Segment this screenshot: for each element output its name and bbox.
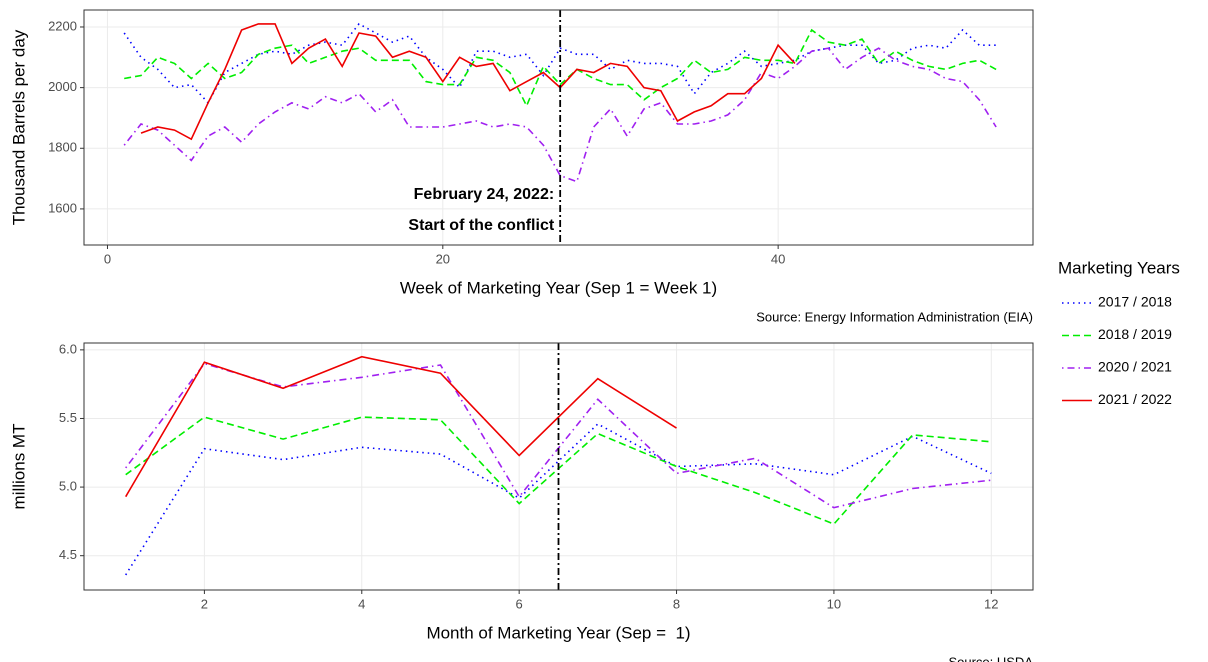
- y-tick-label: 1800: [48, 140, 77, 155]
- x-axis-label: Month of Marketing Year (Sep = 1): [426, 623, 690, 642]
- series-line: 2021 / 2022: [125, 355, 677, 498]
- panel: [84, 10, 1033, 245]
- x-tick-label: 0: [104, 251, 111, 266]
- series-line: 2017 / 2018: [125, 423, 992, 576]
- x-axis-label: Week of Marketing Year (Sep 1 = Week 1): [400, 278, 717, 297]
- y-tick-label: 2000: [48, 79, 77, 94]
- x-tick-label: 20: [436, 251, 450, 266]
- y-tick-label: 4.5: [59, 547, 77, 562]
- panel-border: [83, 9, 1034, 246]
- panel-border: [83, 342, 1034, 591]
- annotation: Start of the conflict: [408, 217, 554, 234]
- y-tick-label: 2200: [48, 18, 77, 33]
- series-line: 2021 / 2022: [140, 23, 796, 141]
- y-axis-label: Thousand Barrels per day: [9, 29, 28, 225]
- legend-title: Marketing Years: [1058, 258, 1180, 277]
- source: Source: Energy Information Administratio…: [756, 309, 1033, 324]
- y-tick-label: 5.5: [59, 410, 77, 425]
- legend-label: 2020 / 2021: [1098, 359, 1172, 375]
- y-tick-label: 1600: [48, 200, 77, 215]
- legend-label: 2018 / 2019: [1098, 326, 1172, 342]
- y-tick-label: 6.0: [59, 341, 77, 356]
- y-tick-label: 5.0: [59, 479, 77, 494]
- x-tick-label: 6: [516, 596, 523, 611]
- legend-label: 2021 / 2022: [1098, 391, 1172, 407]
- x-tick-label: 2: [201, 596, 208, 611]
- x-tick-label: 4: [358, 596, 365, 611]
- y-axis-label: millions MT: [9, 424, 28, 510]
- series-line: 2017 / 2018: [123, 22, 997, 105]
- source: Source: USDA: [948, 654, 1033, 662]
- x-tick-label: 8: [673, 596, 680, 611]
- annotation: February 24, 2022:: [414, 186, 555, 203]
- series-line: 2020 / 2021: [123, 47, 997, 183]
- x-tick-label: 10: [827, 596, 841, 611]
- legend-label: 2017 / 2018: [1098, 294, 1172, 310]
- series-line: 2018 / 2019: [124, 28, 997, 108]
- x-tick-label: 12: [984, 596, 998, 611]
- x-tick-label: 40: [771, 251, 785, 266]
